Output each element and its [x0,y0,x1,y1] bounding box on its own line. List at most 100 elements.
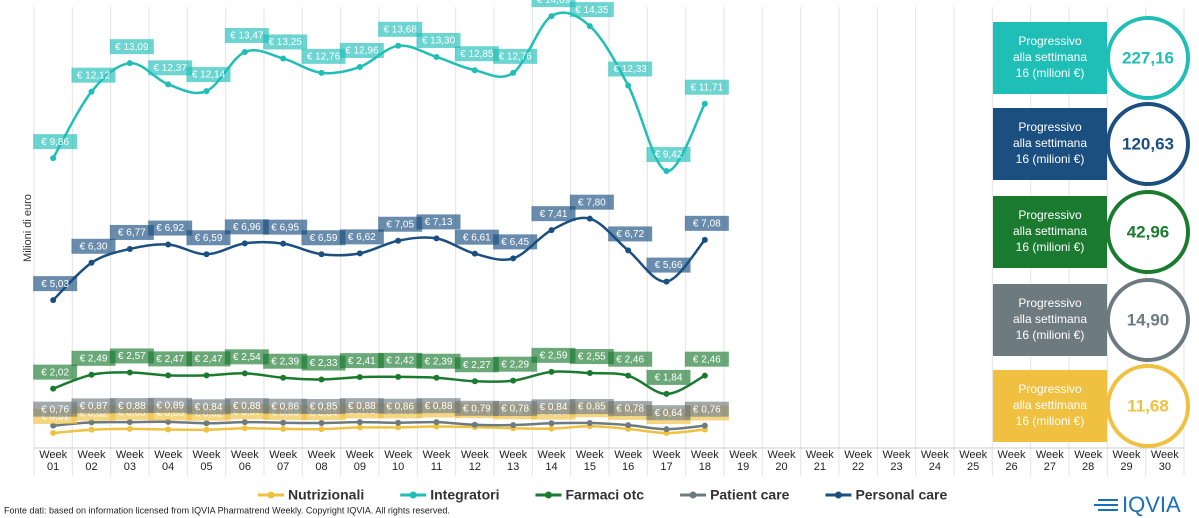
value-label: € 7,05 [386,219,414,230]
legend-label: Personal care [855,487,947,503]
data-point [356,424,363,431]
value-label: € 0,78 [501,404,529,415]
value-label-bg [569,194,614,210]
data-point [126,425,133,432]
value-label-bg [301,399,346,415]
value-label: € 2,46 [693,354,721,365]
value-label-bg [416,32,461,48]
data-point [88,426,95,433]
value-label-bg [416,353,461,369]
data-point [280,240,287,247]
data-point [165,426,172,433]
data-point [701,372,708,379]
legend-label: Nutrizionali [288,487,364,503]
data-point [625,247,632,254]
value-label-bg [148,220,193,236]
value-label-bg [378,352,423,368]
value-label-bg [493,401,538,417]
value-label-bg [493,356,538,372]
value-label: € 2,47 [195,354,223,365]
data-point [126,245,133,252]
x-tick-label: Week 01 [39,449,67,473]
data-point [126,419,133,426]
x-tick-label: Week 17 [653,449,681,473]
value-label: € 2,29 [501,359,529,370]
value-label: € 6,59 [195,233,223,244]
data-point [663,390,670,397]
value-label: € 0,84 [195,402,223,413]
value-label-bg [339,398,384,414]
data-point [203,420,210,427]
summary-text: Progressivo alla settimana 16 (milioni €) [1013,34,1087,80]
series-line [53,420,705,431]
value-label: € 0,88 [425,401,453,412]
data-point [701,236,708,243]
summary-value: 14,90 [1127,310,1170,329]
data-point [88,259,95,266]
data-point [395,237,402,244]
data-point [318,420,325,427]
value-label: € 6,59 [310,233,338,244]
value-label-bg [684,215,729,231]
value-label: € 2,49 [80,353,108,364]
data-point [625,422,632,429]
value-label: € 0,51 [41,412,69,423]
legend-swatch-dot [544,491,552,499]
x-tick-label: Week 16 [614,449,642,473]
data-point [395,373,402,380]
data-point [433,423,440,430]
data-point [356,419,363,426]
data-point [586,420,593,427]
x-tick-label: Week 28 [1074,449,1102,473]
value-label: € 0,89 [156,400,184,411]
value-label-bg [378,398,423,414]
value-label-bg [531,206,576,222]
value-label-bg [109,398,154,414]
summary-value: 120,63 [1122,134,1174,153]
value-label: € 2,42 [386,355,414,366]
value-label: € 6,61 [463,232,491,243]
value-label: € 0,78 [616,404,644,415]
value-label-bg [531,399,576,415]
value-label: € 13,47 [230,31,264,42]
data-point [471,250,478,257]
value-label-bg [608,401,653,417]
value-label-bg [224,219,269,235]
summary-text: Progressivo alla settimana 16 (milioni €) [1013,208,1087,254]
x-tick-label: Week 14 [538,449,566,473]
summary-circle [1106,190,1190,274]
legend-swatch-dot [834,491,842,499]
series-line [53,424,705,435]
data-point [510,377,517,384]
value-label-bg [416,398,461,414]
value-label: € 6,96 [233,222,261,233]
source: Fonte dati: based on information license… [4,505,450,515]
summary-box [993,370,1107,442]
value-label: € 2,02 [41,367,69,378]
value-label-bg [109,348,154,364]
x-tick-label: Week 04 [154,449,182,473]
value-label: € 0,64 [655,408,683,419]
data-point [395,424,402,431]
x-tick-label: Week 27 [1036,449,1064,473]
data-point [241,419,248,426]
value-label-bg [33,134,78,150]
value-label-bg [109,224,154,240]
data-point [280,55,287,62]
value-label-bg [454,400,499,416]
value-label-bg [378,216,423,232]
data-point [318,376,325,383]
value-label-bg [608,61,653,77]
data-point [50,297,57,304]
data-point [280,419,287,426]
value-label-bg [301,230,346,246]
data-point [548,420,555,427]
data-point [241,370,248,377]
x-tick-label: Week 02 [78,449,106,473]
x-tick-label: Week 26 [998,449,1026,473]
value-label: € 12,33 [613,64,647,75]
data-point [318,426,325,433]
value-label: € 2,39 [425,356,453,367]
summary-value: 11,68 [1127,396,1169,415]
data-point [548,227,555,234]
